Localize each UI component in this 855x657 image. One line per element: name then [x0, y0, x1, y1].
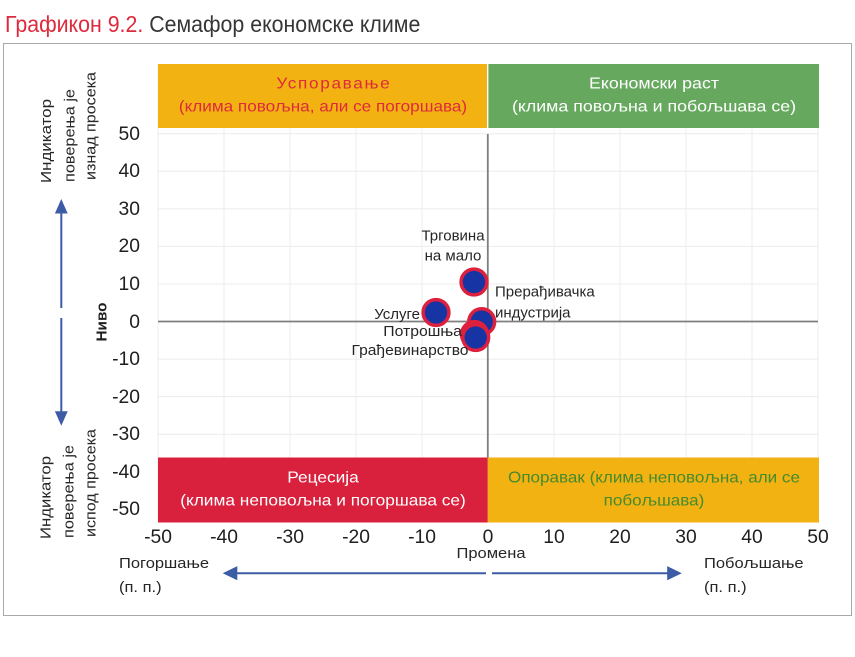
svg-text:Ниво: Ниво: [94, 303, 111, 342]
svg-text:поверења је: поверења је: [61, 445, 78, 538]
svg-text:изнад просека: изнад просека: [83, 71, 100, 180]
svg-text:поверења је: поверења је: [62, 89, 79, 182]
svg-text:Индикатор: Индикатор: [38, 456, 55, 539]
svg-text:Индикатор: Индикатор: [38, 99, 55, 183]
svg-text:испод просека: испод просека: [83, 428, 100, 537]
